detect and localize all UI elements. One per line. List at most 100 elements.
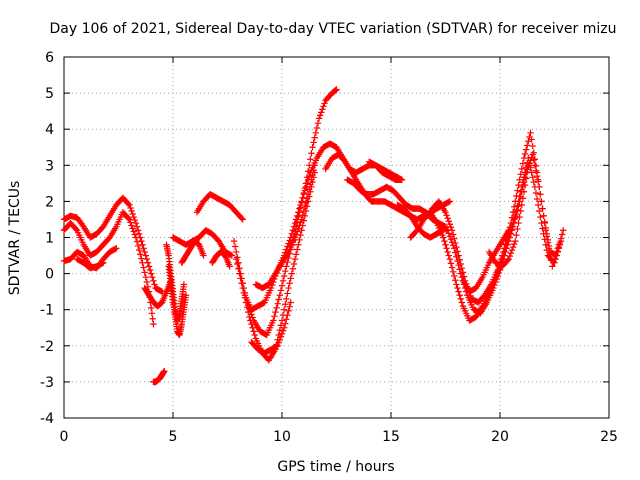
y-tick-label: 3 xyxy=(45,158,54,174)
data-point xyxy=(299,194,306,201)
series-track-13 xyxy=(209,248,233,270)
data-point xyxy=(227,251,234,259)
data-point xyxy=(280,306,288,313)
data-point xyxy=(133,238,141,245)
y-tick-label: -1 xyxy=(40,303,54,319)
data-point xyxy=(539,205,546,212)
data-point xyxy=(298,216,305,223)
data-point xyxy=(309,144,316,151)
data-point xyxy=(292,231,300,238)
data-point xyxy=(509,223,517,230)
data-point xyxy=(516,198,523,205)
data-point xyxy=(236,270,243,277)
data-point xyxy=(245,308,252,316)
data-point xyxy=(127,204,134,212)
data-point xyxy=(277,287,285,294)
data-point xyxy=(289,265,297,272)
data-point xyxy=(513,210,520,218)
data-point xyxy=(449,268,457,275)
data-point xyxy=(133,223,141,230)
data-point xyxy=(504,257,511,264)
data-point xyxy=(234,260,241,268)
data-point xyxy=(532,189,540,197)
data-point xyxy=(442,209,449,216)
data-point xyxy=(141,269,148,276)
data-point xyxy=(513,192,520,200)
data-point xyxy=(445,198,452,206)
data-point xyxy=(149,274,156,281)
data-point xyxy=(79,221,86,229)
y-tick-label: 1 xyxy=(45,231,54,247)
data-point xyxy=(278,282,286,289)
y-tick-label: 2 xyxy=(45,194,54,210)
data-point xyxy=(315,115,323,122)
data-point xyxy=(520,178,528,186)
data-point xyxy=(300,207,307,215)
data-point xyxy=(551,255,558,263)
data-point xyxy=(447,260,455,267)
y-tick-label: 5 xyxy=(45,86,54,102)
data-point xyxy=(273,343,280,350)
data-point xyxy=(524,168,531,176)
data-point xyxy=(537,190,544,198)
data-point xyxy=(533,195,541,203)
data-point xyxy=(310,139,317,146)
data-point xyxy=(319,106,326,113)
data-point xyxy=(231,243,239,250)
data-point xyxy=(508,214,516,221)
data-point xyxy=(530,156,537,164)
data-point xyxy=(537,213,544,221)
data-point xyxy=(494,272,502,280)
data-point xyxy=(515,181,522,189)
data-point xyxy=(306,186,313,193)
data-point xyxy=(279,327,287,334)
data-point xyxy=(297,219,304,226)
data-point xyxy=(525,162,532,169)
data-point xyxy=(312,129,319,137)
data-point xyxy=(519,195,527,202)
data-point xyxy=(237,275,244,282)
data-point xyxy=(246,313,253,321)
data-point xyxy=(295,209,302,216)
data-point xyxy=(314,119,322,127)
data-point xyxy=(449,231,457,238)
data-point xyxy=(247,317,254,324)
data-point xyxy=(552,252,559,259)
data-point xyxy=(278,330,286,337)
data-point xyxy=(522,146,530,153)
data-point xyxy=(138,237,145,245)
data-point xyxy=(318,109,325,116)
data-point xyxy=(284,290,291,297)
data-point xyxy=(287,275,294,282)
data-point xyxy=(444,215,451,222)
data-point xyxy=(321,100,328,107)
data-point xyxy=(285,240,292,247)
chart-title: Day 106 of 2021, Sidereal Day-to-day VTE… xyxy=(50,21,617,37)
y-tick-label: 6 xyxy=(45,50,54,66)
data-point xyxy=(296,222,303,229)
data-point xyxy=(554,245,561,252)
data-point xyxy=(446,255,454,263)
data-point xyxy=(235,259,242,266)
data-point xyxy=(248,320,255,328)
data-point xyxy=(451,272,458,280)
x-tick-label: 0 xyxy=(60,429,69,445)
series-track-10 xyxy=(178,237,207,266)
series-track-6 xyxy=(150,367,168,386)
data-point xyxy=(455,261,462,269)
data-point xyxy=(491,281,498,289)
x-tick-label: 25 xyxy=(600,429,618,445)
data-point xyxy=(524,142,531,149)
data-point xyxy=(280,272,288,280)
data-point xyxy=(443,226,450,233)
data-point xyxy=(236,264,243,272)
data-point xyxy=(276,326,284,334)
data-point xyxy=(507,219,515,227)
data-point xyxy=(529,142,536,150)
data-point xyxy=(520,154,528,162)
data-point xyxy=(288,270,296,277)
y-tick-label: -4 xyxy=(40,411,54,427)
data-point xyxy=(538,198,545,205)
data-point xyxy=(126,216,133,223)
data-point xyxy=(316,112,324,119)
